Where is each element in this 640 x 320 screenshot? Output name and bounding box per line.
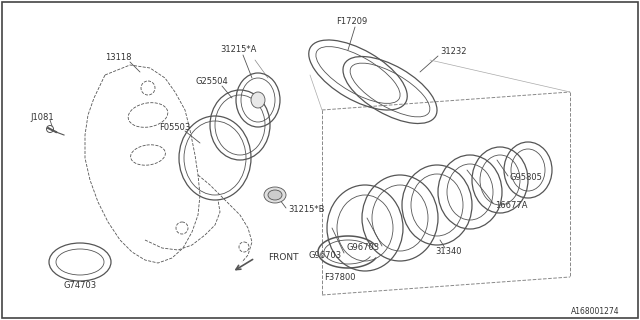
Text: 31215*A: 31215*A	[220, 45, 256, 54]
Text: G96703: G96703	[347, 244, 380, 252]
Text: 16677A: 16677A	[495, 201, 527, 210]
Text: G25504: G25504	[196, 77, 228, 86]
Text: 31232: 31232	[440, 47, 467, 57]
Ellipse shape	[268, 190, 282, 200]
Text: J1081: J1081	[30, 114, 54, 123]
Text: A168001274: A168001274	[572, 308, 620, 316]
Text: F17209: F17209	[337, 18, 367, 27]
Text: 31340: 31340	[435, 247, 461, 257]
Text: FRONT: FRONT	[268, 253, 298, 262]
Text: 31215*B: 31215*B	[288, 205, 324, 214]
Ellipse shape	[251, 92, 265, 108]
Text: G95805: G95805	[510, 173, 543, 182]
Text: F05503: F05503	[159, 124, 191, 132]
Text: G74703: G74703	[63, 282, 97, 291]
Text: G96703: G96703	[309, 251, 342, 260]
Text: 13118: 13118	[105, 53, 131, 62]
Ellipse shape	[264, 187, 286, 203]
Text: F37800: F37800	[324, 274, 356, 283]
